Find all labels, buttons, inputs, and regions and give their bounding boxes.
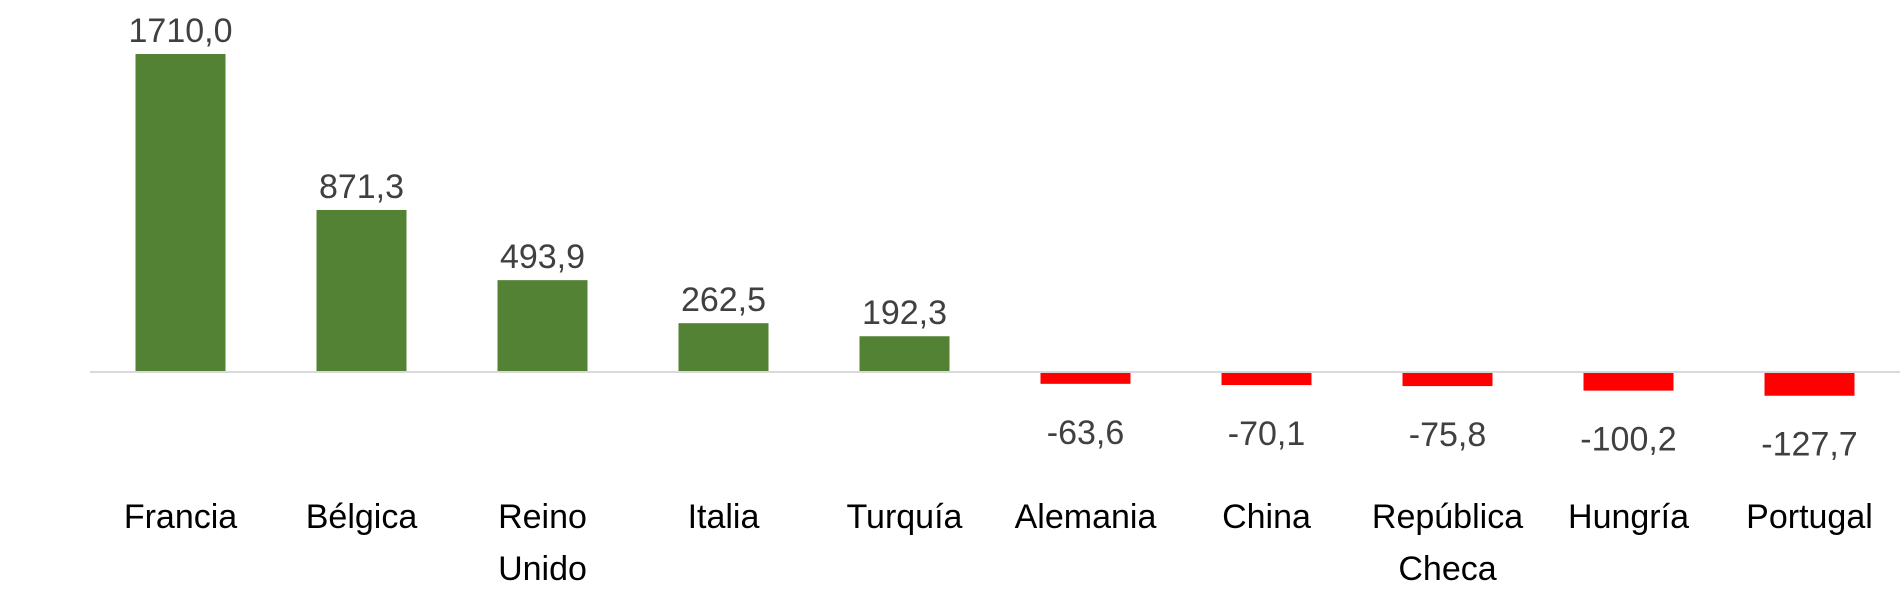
category-label-3: Italia: [688, 498, 760, 536]
category-label-1: Bélgica: [306, 498, 418, 536]
bar-7: [1402, 372, 1493, 387]
category-label-4: Turquía: [847, 498, 963, 536]
category-label-2-line-0: Reino: [498, 498, 587, 536]
bar-3: [678, 323, 769, 372]
category-label-2-line-1: Unido: [498, 550, 587, 588]
category-label-9: Portugal: [1746, 498, 1873, 536]
bar-1: [316, 209, 407, 372]
category-label-7-line-1: Checa: [1398, 550, 1496, 588]
category-label-6: China: [1222, 498, 1311, 536]
value-label-7: -75,8: [1409, 416, 1487, 454]
value-label-9: -127,7: [1761, 426, 1857, 464]
category-label-8: Hungría: [1568, 498, 1689, 536]
bar-2: [497, 280, 588, 372]
category-labels-layer: Francia Bélgica Reino Unido Italia Turquía Ale…: [124, 498, 1873, 588]
value-label-5: -63,6: [1047, 414, 1125, 452]
value-label-6: -70,1: [1228, 415, 1306, 453]
value-label-2: 493,9: [500, 238, 585, 276]
category-label-7-line-0: República: [1372, 498, 1523, 536]
bar-4: [859, 336, 950, 372]
bar-8: [1583, 372, 1674, 391]
value-label-1: 871,3: [319, 168, 404, 206]
category-label-0: Francia: [124, 498, 237, 536]
bar-0: [135, 54, 226, 372]
value-label-3: 262,5: [681, 281, 766, 319]
bar-6: [1221, 372, 1312, 386]
bar-5: [1040, 372, 1131, 384]
category-label-5: Alemania: [1015, 498, 1157, 536]
value-label-0: 1710,0: [129, 12, 233, 50]
value-label-8: -100,2: [1580, 421, 1676, 459]
value-labels-layer: 1710,0 871,3 493,9 262,5 192,3 -63,6 -70,1 -75,…: [129, 12, 1858, 464]
value-label-4: 192,3: [862, 294, 947, 332]
bar-9: [1764, 372, 1855, 396]
bars-layer: [135, 54, 1855, 396]
